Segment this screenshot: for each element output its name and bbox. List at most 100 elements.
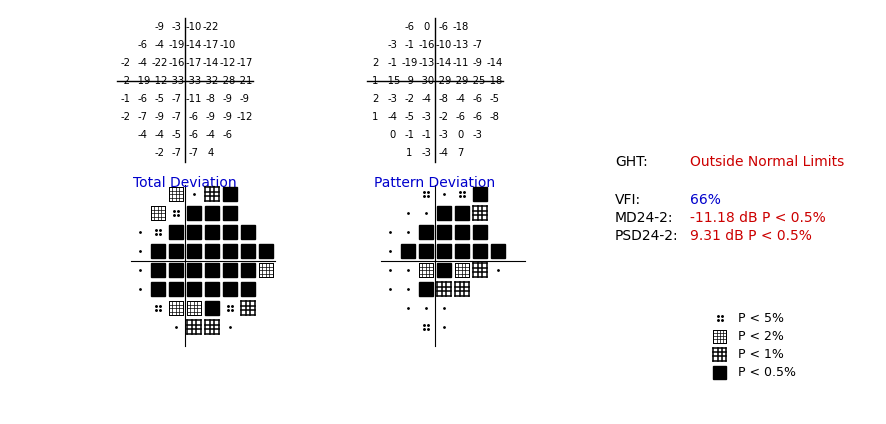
Bar xyxy=(169,244,183,258)
Text: -3: -3 xyxy=(387,40,397,50)
Text: P < 5%: P < 5% xyxy=(737,312,783,324)
Bar xyxy=(169,263,183,277)
Text: 0: 0 xyxy=(457,130,463,140)
Bar xyxy=(187,263,201,277)
Text: -8: -8 xyxy=(206,94,215,104)
Bar xyxy=(187,206,201,220)
Bar xyxy=(222,263,237,277)
Bar xyxy=(241,244,254,258)
Text: Total Deviation: Total Deviation xyxy=(133,176,237,190)
Text: -4: -4 xyxy=(154,40,164,50)
Bar xyxy=(259,263,273,277)
Text: -10: -10 xyxy=(185,22,201,32)
Text: 1: 1 xyxy=(372,76,378,86)
Text: 2: 2 xyxy=(372,58,378,68)
Bar xyxy=(712,329,726,343)
Bar xyxy=(437,225,450,239)
Text: -9: -9 xyxy=(222,94,232,104)
Bar xyxy=(169,301,183,315)
Bar xyxy=(205,301,219,315)
Bar xyxy=(222,282,237,296)
Text: -19: -19 xyxy=(168,40,184,50)
Text: -4: -4 xyxy=(137,130,147,140)
Text: -14: -14 xyxy=(486,58,502,68)
Text: P < 1%: P < 1% xyxy=(737,348,783,360)
Text: 1: 1 xyxy=(406,148,412,158)
Text: -29: -29 xyxy=(452,76,468,86)
Bar xyxy=(151,263,165,277)
Bar xyxy=(418,244,432,258)
Text: -3: -3 xyxy=(171,22,182,32)
Text: -19: -19 xyxy=(400,58,417,68)
Text: -1: -1 xyxy=(421,130,431,140)
Bar xyxy=(187,244,201,258)
Text: -9: -9 xyxy=(472,58,482,68)
Text: -3: -3 xyxy=(387,94,397,104)
Text: -3: -3 xyxy=(438,130,448,140)
Bar xyxy=(151,282,165,296)
Text: -14: -14 xyxy=(202,58,218,68)
Text: -4: -4 xyxy=(387,112,397,122)
Text: -28: -28 xyxy=(219,76,236,86)
Text: -12: -12 xyxy=(219,58,236,68)
Text: -33: -33 xyxy=(185,76,201,86)
Text: -7: -7 xyxy=(472,40,482,50)
Text: 7: 7 xyxy=(457,148,463,158)
Text: -17: -17 xyxy=(185,58,201,68)
Text: -5: -5 xyxy=(489,94,499,104)
Text: -6: -6 xyxy=(189,130,198,140)
Text: -2: -2 xyxy=(438,112,448,122)
Bar xyxy=(169,187,183,201)
Text: -19: -19 xyxy=(134,76,151,86)
Text: -22: -22 xyxy=(152,58,167,68)
Bar xyxy=(169,282,183,296)
Bar xyxy=(187,301,201,315)
Text: -6: -6 xyxy=(137,40,147,50)
Bar xyxy=(205,225,219,239)
Text: -22: -22 xyxy=(202,22,219,32)
Text: -18: -18 xyxy=(486,76,502,86)
Text: -9: -9 xyxy=(154,112,164,122)
Text: -9: -9 xyxy=(404,76,414,86)
Bar xyxy=(205,263,219,277)
Text: Pattern Deviation: Pattern Deviation xyxy=(374,176,495,190)
Text: -6: -6 xyxy=(137,94,147,104)
Text: -7: -7 xyxy=(189,148,198,158)
Text: -4: -4 xyxy=(421,94,431,104)
Text: -7: -7 xyxy=(171,148,182,158)
Text: -18: -18 xyxy=(452,22,468,32)
Text: -16: -16 xyxy=(418,40,434,50)
Text: -13: -13 xyxy=(452,40,468,50)
Text: 2: 2 xyxy=(372,94,378,104)
Text: -9: -9 xyxy=(239,94,249,104)
Text: -9: -9 xyxy=(222,112,232,122)
Text: -17: -17 xyxy=(236,58,253,68)
Text: Outside Normal Limits: Outside Normal Limits xyxy=(689,155,843,169)
Bar xyxy=(437,206,450,220)
Text: -10: -10 xyxy=(219,40,236,50)
Bar xyxy=(472,187,486,201)
Bar xyxy=(169,225,183,239)
Text: -14: -14 xyxy=(185,40,201,50)
Text: VFI:: VFI: xyxy=(614,193,641,207)
Text: -7: -7 xyxy=(171,112,182,122)
Text: -4: -4 xyxy=(137,58,147,68)
Bar xyxy=(455,244,469,258)
Text: -12: -12 xyxy=(236,112,253,122)
Text: P < 0.5%: P < 0.5% xyxy=(737,365,795,379)
Bar xyxy=(712,365,726,379)
Text: -16: -16 xyxy=(168,58,184,68)
Bar xyxy=(205,282,219,296)
Text: -5: -5 xyxy=(154,94,164,104)
Bar xyxy=(437,263,450,277)
Text: P < 2%: P < 2% xyxy=(737,329,783,343)
Bar xyxy=(187,282,201,296)
Text: MD24-2:: MD24-2: xyxy=(614,211,672,225)
Bar xyxy=(259,244,273,258)
Text: -6: -6 xyxy=(472,94,482,104)
Text: -8: -8 xyxy=(489,112,499,122)
Text: -5: -5 xyxy=(404,112,414,122)
Bar xyxy=(241,263,254,277)
Text: -2: -2 xyxy=(120,112,130,122)
Bar xyxy=(222,225,237,239)
